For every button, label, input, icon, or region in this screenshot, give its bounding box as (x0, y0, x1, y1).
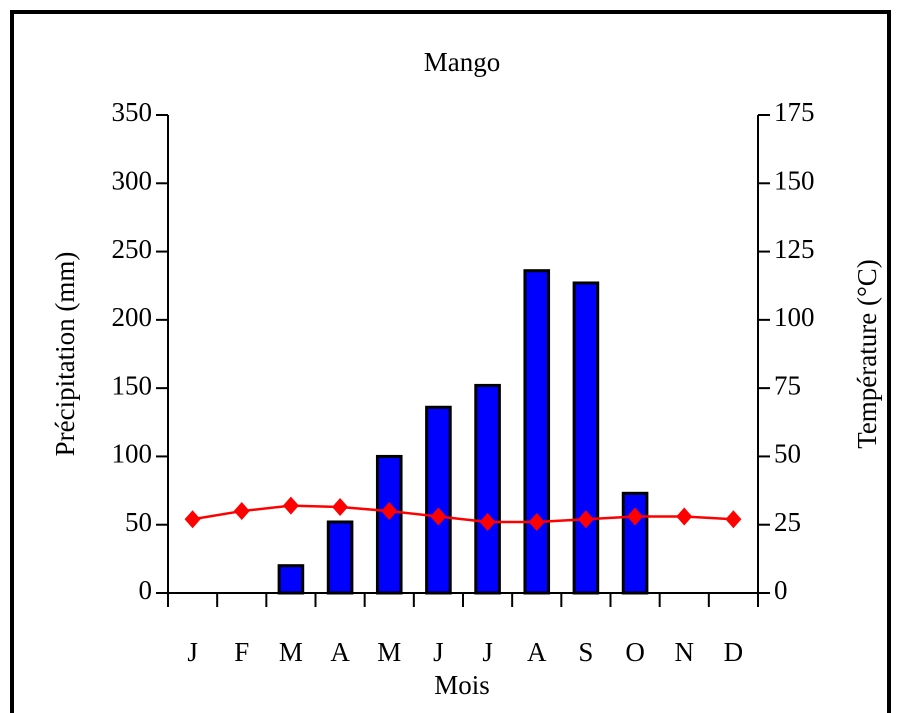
marker (676, 507, 693, 526)
y2-tick-label: 175 (774, 97, 815, 127)
frame (10, 10, 891, 713)
marker (577, 510, 594, 529)
x-tick-label: M (377, 637, 401, 667)
y2-tick-label: 125 (774, 234, 815, 264)
line (192, 504, 734, 524)
x-tick-label: J (482, 637, 493, 667)
x-axis-label: Mois (434, 670, 490, 700)
bar (326, 520, 354, 595)
marker (479, 512, 496, 531)
x-tick-label: J (433, 637, 444, 667)
y2-tick-label: 50 (774, 439, 801, 469)
y-tick-label: 100 (112, 439, 153, 469)
y2-tick-label: 25 (774, 507, 801, 537)
x-tick-label: S (578, 637, 593, 667)
x-tick-label: F (234, 637, 249, 667)
marker (430, 507, 447, 526)
y2-tick-label: 100 (774, 302, 815, 332)
marker (282, 496, 299, 515)
y2-tick-label: 75 (774, 370, 801, 400)
x-tick-label: D (724, 637, 744, 667)
marker (528, 512, 545, 531)
bar (277, 564, 305, 595)
x-tick-label: O (625, 637, 645, 667)
bar (425, 405, 452, 595)
x-tick-label: A (527, 637, 547, 667)
y-tick-label: 300 (112, 165, 153, 195)
marker (627, 507, 644, 526)
y-axis-label: Précipitation (mm) (50, 252, 80, 457)
y2-tick-label: 0 (774, 575, 788, 605)
bar (523, 269, 551, 595)
marker (233, 502, 250, 521)
x-tick-label: A (330, 637, 350, 667)
y-tick-label: 250 (112, 234, 153, 264)
chart-title: Mango (424, 47, 501, 77)
bar (474, 383, 501, 595)
marker (332, 497, 349, 516)
bar (572, 281, 600, 595)
y-tick-label: 150 (112, 370, 153, 400)
y2-tick-label: 150 (774, 165, 815, 195)
y-tick-label: 350 (112, 97, 153, 127)
marker (184, 510, 201, 529)
x-tick-label: N (675, 637, 695, 667)
y-tick-label: 0 (139, 575, 153, 605)
y2-axis-label: Température (°C) (852, 259, 882, 449)
marker (381, 502, 398, 521)
x-tick-label: M (279, 637, 303, 667)
bar (375, 454, 403, 595)
x-tick-label: J (187, 637, 198, 667)
y-tick-label: 200 (112, 302, 153, 332)
y-tick-label: 50 (125, 507, 152, 537)
marker (725, 510, 742, 529)
